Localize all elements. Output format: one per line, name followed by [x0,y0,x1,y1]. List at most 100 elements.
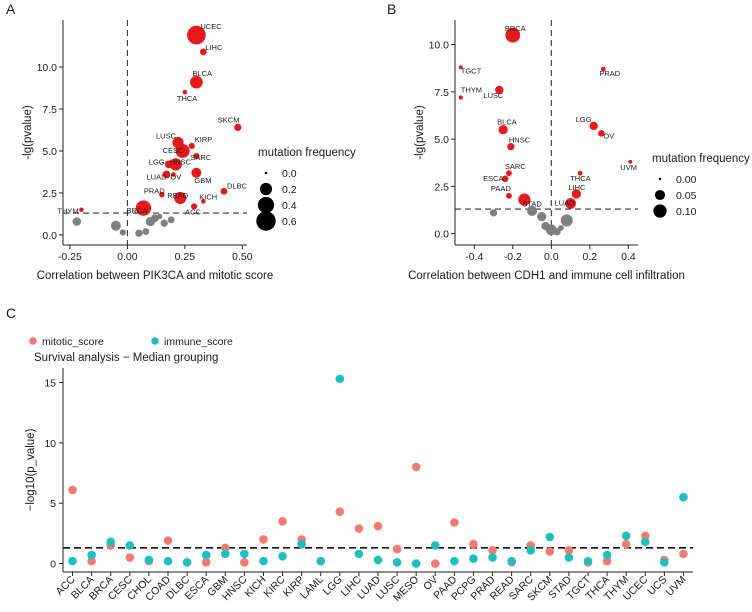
legend-title: mutation frequency [652,153,750,165]
data-point-immune-score [297,539,306,549]
data-point [142,228,150,235]
data-point [199,48,207,56]
data-point-immune-score [507,556,516,566]
data-point [560,214,573,227]
legend-symbol [654,189,666,201]
point-label: OV [603,131,614,140]
data-point [598,130,605,137]
x-tick-label: -0.2 [504,251,522,263]
point-label: LUSC [156,132,177,141]
point-label: LUAD [147,172,168,181]
y-tick-label: 2.5 [42,188,57,200]
x-tick-label: 0.00 [117,251,138,263]
point-label: LGG [149,157,165,166]
x-axis-title: Correlation between CDH1 and immune cell… [408,270,685,282]
point-label: BRCA [127,206,148,215]
data-point [159,191,165,198]
data-point-immune-score [545,532,555,542]
data-point [234,123,242,132]
point-label: BLCA [192,69,212,78]
point-label: TGCT [461,66,482,75]
data-point [501,175,509,183]
point-label: ACC [185,207,201,216]
x-axis-title: Correlation between PIK3CA and mitotic s… [37,270,274,282]
data-point [458,95,463,100]
legend-label: 0.4 [282,200,297,212]
data-point-immune-score [430,541,440,550]
data-point [506,170,512,177]
point-label: KICH [199,192,217,201]
legend-symbol [151,337,159,345]
y-tick-label: 15 [44,377,56,389]
x-tick-label: 0.25 [175,251,196,263]
data-point-immune-score [564,553,574,562]
data-point [565,197,576,209]
data-point-immune-score [450,556,459,566]
legend-label: 0.05 [676,190,697,202]
data-point-mitotic-score [259,535,268,544]
point-label: BRCA [505,24,526,33]
data-point [201,199,206,204]
data-point [162,170,171,179]
point-label: LUAD [555,198,576,207]
data-point [507,143,515,151]
panel-letter-a: A [6,1,16,17]
data-point [174,191,187,205]
data-point-mitotic-score [68,485,77,495]
data-point-mitotic-score [163,536,173,545]
data-point-immune-score [125,541,135,550]
point-label: LUSC [483,91,504,100]
data-point-immune-score [469,554,478,564]
data-point-immune-score [488,553,497,562]
data-point [119,229,126,236]
data-point [495,85,504,95]
data-point [182,89,188,95]
data-point [79,207,84,213]
data-point-mitotic-score [488,545,497,555]
y-axis-title: -lg(pvalue) [414,105,426,159]
data-point-mitotic-score [201,558,211,567]
data-point [160,219,168,227]
legend-symbol [658,177,662,181]
y-tick-label: 7.5 [42,104,57,116]
data-point-immune-score [621,531,631,541]
data-point-immune-score [526,545,536,555]
legend-label: 0.6 [282,216,297,228]
data-point [537,211,547,222]
data-point [135,200,152,216]
legend-symbol [264,171,268,175]
x-tick-label: -0.4 [465,251,483,263]
data-point-mitotic-score [640,531,650,541]
data-point-mitotic-score [621,539,631,549]
data-point [110,220,121,231]
y-tick-label: 5 [50,498,56,510]
point-label: GBM [194,176,211,185]
data-point [191,167,202,178]
point-label: HNSC [509,136,531,145]
y-axis-title: −log10(p_value) [25,428,37,511]
data-point [188,142,195,150]
legend-title: mutation frequency [258,147,356,159]
point-label: LGG [576,115,592,124]
data-point [518,193,531,206]
legend-symbol [29,337,37,345]
point-label: SARC [190,153,211,162]
point-label: ESCA [483,174,503,183]
y-tick-label: 7.5 [434,87,449,99]
data-point-immune-score [679,492,688,502]
data-point [571,189,581,199]
data-point-immune-score [163,556,173,566]
data-point [589,121,598,131]
legend-symbol [259,182,273,196]
data-point [193,152,200,160]
point-label: HNSC [170,157,192,166]
data-point [167,216,175,224]
data-point-mitotic-score [411,462,421,472]
data-point-immune-score [201,550,211,560]
data-point-mitotic-score [220,543,230,553]
data-point [187,25,206,45]
x-tick-label: 0.50 [232,251,253,263]
data-point-immune-score [316,556,326,566]
x-tick-label: 0.2 [583,251,598,263]
